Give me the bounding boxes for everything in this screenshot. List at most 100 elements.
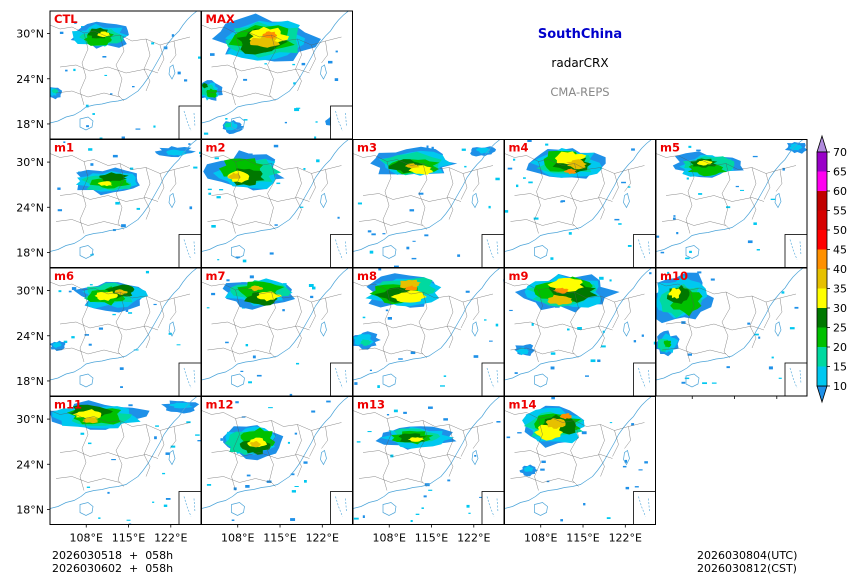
province-border: [656, 153, 797, 174]
province-border: [50, 153, 191, 174]
province-border: [534, 418, 543, 491]
province-border: [749, 295, 757, 349]
colorbar-tick-label: 30: [833, 302, 847, 315]
x-tick-label: 108°E: [221, 532, 254, 545]
south-sea-inset: [633, 362, 656, 397]
echo-cell: [540, 468, 545, 471]
echo-cell: [624, 459, 628, 463]
echo-cell: [216, 196, 221, 199]
south-sea-inset: [784, 234, 808, 268]
echo-cell: [104, 74, 108, 77]
province-border: [504, 410, 645, 431]
echo-cell: [410, 520, 413, 523]
echo-cell: [163, 504, 168, 507]
province-border: [510, 219, 575, 226]
echo-band-7: [560, 413, 572, 420]
province-border: [362, 193, 462, 202]
map-panel-m8: m8: [352, 267, 505, 397]
inset-islands: [335, 367, 347, 389]
x-tick-label: 115°E: [263, 532, 296, 545]
echo-cell: [770, 198, 776, 201]
echo-cell: [789, 327, 795, 330]
echo-band-6: [114, 289, 128, 295]
echo-cell: [165, 498, 171, 500]
echo-cell: [415, 513, 420, 515]
echo-cell: [256, 374, 262, 377]
echo-band-7: [553, 287, 569, 294]
echo-band-1: [169, 402, 193, 409]
province-border: [50, 410, 191, 431]
hainan-island: [231, 245, 245, 259]
echo-cell: [409, 209, 415, 212]
colorbar-extend-low: [816, 385, 828, 404]
echo-cell: [284, 121, 287, 124]
echo-cell: [581, 431, 587, 435]
echo-cell: [145, 270, 150, 274]
echo-cell: [214, 157, 219, 160]
province-border: [115, 420, 125, 487]
hainan-island: [79, 373, 94, 388]
echo-cell: [98, 517, 101, 519]
echo-cell: [238, 126, 244, 129]
south-sea-inset: [178, 491, 202, 525]
province-border: [267, 291, 276, 359]
colorbar-segment: [817, 230, 827, 250]
echo-cell: [410, 351, 416, 355]
south-sea-inset: [178, 105, 202, 140]
province-border: [59, 321, 159, 331]
province-border: [55, 219, 121, 226]
echo-cell: [443, 375, 447, 377]
province-border: [321, 297, 328, 321]
echo-band-5: [256, 291, 282, 302]
echo-cell: [266, 480, 272, 483]
coastline: [656, 139, 804, 252]
province-border: [534, 161, 543, 234]
echo-cell: [484, 319, 487, 321]
echo-band-6: [82, 417, 99, 424]
province-border: [59, 450, 159, 459]
panel-content: [504, 396, 652, 522]
y-tick-label: 30°N: [16, 413, 44, 426]
province-border: [169, 426, 177, 449]
province-border: [115, 163, 125, 230]
province-border: [382, 289, 392, 363]
echo-cell: [168, 332, 172, 335]
province-border: [211, 321, 310, 331]
echo-cell: [231, 519, 235, 521]
province-border: [358, 219, 424, 226]
province-border: [157, 173, 165, 200]
echo-band-7: [262, 31, 278, 39]
echo-cell: [377, 385, 380, 388]
echo-cell: [86, 486, 91, 488]
taiwan-island: [471, 192, 479, 209]
echo-cell: [264, 63, 267, 65]
echo-cell: [246, 474, 251, 477]
echo-cell: [296, 362, 300, 365]
coastline: [201, 139, 349, 252]
echo-cell: [555, 306, 560, 308]
member-label: m12: [206, 398, 234, 412]
colorbar-tick-label: 25: [833, 322, 847, 335]
echo-cell: [541, 460, 546, 464]
echo-cell: [85, 104, 89, 108]
member-label: m6: [54, 269, 74, 283]
echo-cell: [367, 431, 372, 433]
map-panel-m6: m6 30°N 24°N 18°N: [16, 267, 202, 397]
echo-cell: [601, 345, 606, 348]
x-tick-label: 115°E: [566, 532, 599, 545]
coastline: [50, 268, 198, 381]
echo-cell: [186, 421, 191, 424]
x-tick-label: 108°E: [373, 532, 406, 545]
province-border: [624, 169, 631, 192]
echo-cell: [684, 377, 690, 380]
echo-band-4: [201, 83, 208, 89]
echo-cell: [301, 62, 306, 66]
echo-cell: [382, 233, 386, 235]
echo-cell: [447, 479, 451, 482]
x-tick-label: 122°E: [154, 532, 187, 545]
hainan-island: [534, 245, 548, 259]
echo-cell: [273, 144, 279, 148]
province-border: [201, 281, 342, 303]
province-border: [358, 476, 424, 483]
